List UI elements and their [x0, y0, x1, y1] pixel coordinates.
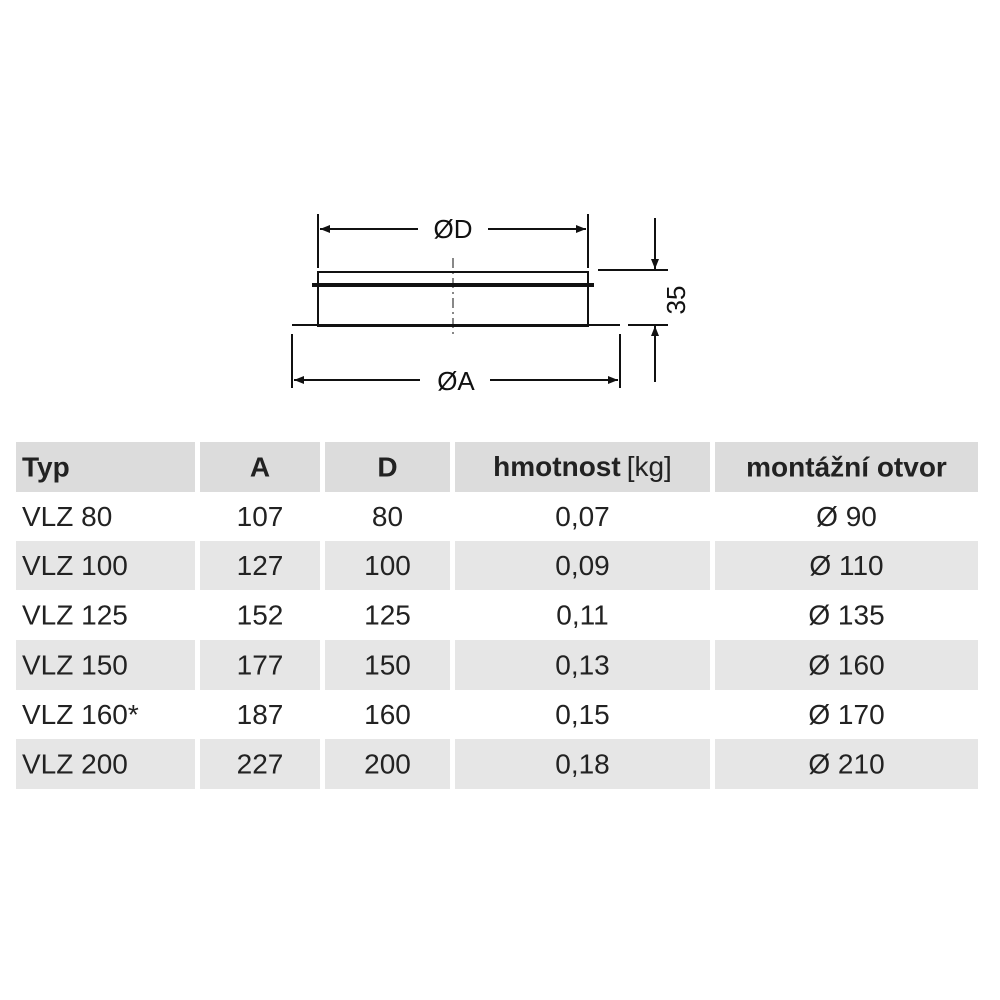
- table-cell: 80: [372, 501, 403, 532]
- row-band: [16, 541, 195, 590]
- header-label: hmotnost: [493, 451, 621, 482]
- row-band: [715, 640, 978, 690]
- row-band: [16, 739, 195, 789]
- table-cell: 0,15: [555, 699, 610, 730]
- header-unit: [kg]: [627, 451, 672, 482]
- header-cell: hmotnost [kg]: [493, 451, 672, 482]
- row-band: [325, 739, 450, 789]
- header-cell: Typ: [22, 451, 70, 482]
- row-band: [715, 442, 978, 492]
- header-cell: A: [250, 451, 270, 482]
- table-cell: 152: [237, 599, 284, 630]
- row-band: [455, 442, 710, 492]
- table-cell: Ø 135: [808, 599, 884, 630]
- table-cell: Ø 170: [808, 699, 884, 730]
- table-cell: VLZ 80: [22, 501, 112, 532]
- table-cell: VLZ 125: [22, 599, 128, 630]
- header-cell: D: [377, 451, 397, 482]
- table-cell: 107: [237, 501, 284, 532]
- table-cell: Ø 90: [816, 501, 877, 532]
- table-cell: 0,09: [555, 550, 610, 581]
- table-cell: Ø 160: [808, 649, 884, 680]
- row-band: [715, 541, 978, 590]
- row-band: [325, 640, 450, 690]
- row-band: [200, 541, 320, 590]
- table-cell: 160: [364, 699, 411, 730]
- row-band: [715, 739, 978, 789]
- table-cell: 0,07: [555, 501, 610, 532]
- row-band: [16, 640, 195, 690]
- row-band: [200, 442, 320, 492]
- row-band: [455, 739, 710, 789]
- table-cell: 200: [364, 748, 411, 779]
- row-band: [16, 442, 195, 492]
- table-cell: 127: [237, 550, 284, 581]
- table-cell: 0,13: [555, 649, 610, 680]
- table-cell: VLZ 200: [22, 748, 128, 779]
- row-band: [455, 640, 710, 690]
- table-cell: 187: [237, 699, 284, 730]
- table-cell: Ø 210: [808, 748, 884, 779]
- drawing: [291, 214, 668, 388]
- table-cell: 0,18: [555, 748, 610, 779]
- table-cell: Ø 110: [809, 550, 883, 581]
- table-cell: 0,11: [556, 599, 608, 630]
- table-cell: VLZ 160*: [22, 699, 139, 730]
- row-band: [325, 442, 450, 492]
- table-cell: 125: [364, 599, 411, 630]
- table-cell: 177: [237, 649, 284, 680]
- row-band: [200, 640, 320, 690]
- table-cell: VLZ 100: [22, 550, 128, 581]
- table-cell: 100: [364, 550, 411, 581]
- dimension-label: ØD: [434, 214, 473, 244]
- table-cell: 227: [237, 748, 284, 779]
- dimension-label: 35: [661, 286, 691, 315]
- table-cell: 150: [364, 649, 411, 680]
- dimension-label: ØA: [437, 366, 475, 396]
- row-band: [325, 541, 450, 590]
- row-band: [200, 739, 320, 789]
- table-cell: VLZ 150: [22, 649, 128, 680]
- row-band: [455, 541, 710, 590]
- header-cell: montážní otvor: [746, 451, 947, 482]
